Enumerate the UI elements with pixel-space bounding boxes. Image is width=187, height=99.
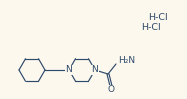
- Text: O: O: [108, 86, 114, 95]
- Text: H-Cl: H-Cl: [148, 12, 168, 21]
- Text: N: N: [66, 66, 72, 75]
- Text: H-Cl: H-Cl: [141, 22, 161, 31]
- Text: H₂N: H₂N: [118, 56, 135, 65]
- Text: N: N: [92, 66, 98, 75]
